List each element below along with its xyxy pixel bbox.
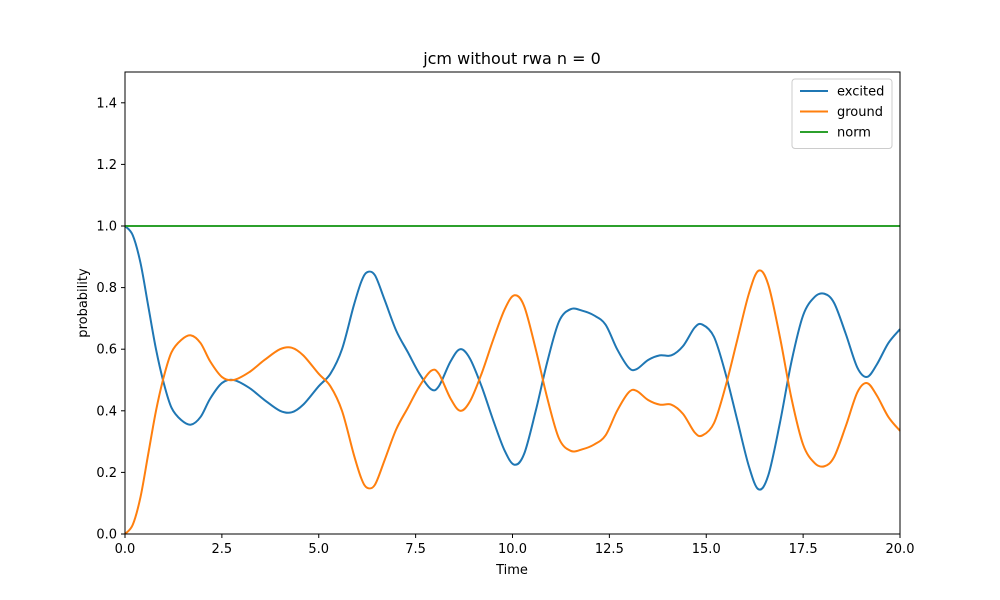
y-tick-label: 0.0 (96, 528, 117, 543)
y-tick-label: 0.6 (96, 343, 117, 358)
x-tick-label: 5.0 (308, 542, 329, 557)
axis-ticks: 0.0 2.5 5.0 7.5 10.0 12.5 15.0 17.5 20.0 0.0 0.2 0.… (96, 96, 914, 557)
x-tick-label: 17.5 (789, 542, 818, 557)
x-tick-label: 15.0 (692, 542, 721, 557)
y-tick-label: 1.4 (96, 96, 117, 111)
x-tick-label: 10.0 (498, 542, 527, 557)
series-line-ground (124, 269, 901, 535)
y-tick-label: 1.2 (96, 158, 117, 173)
y-tick-label: 0.2 (96, 466, 117, 481)
chart-title: jcm without rwa n = 0 (422, 49, 601, 68)
x-tick-label: 0.0 (115, 542, 136, 557)
x-tick-label: 12.5 (595, 542, 624, 557)
y-axis-label: probability (76, 268, 91, 338)
series-lines (124, 225, 901, 535)
legend-label-excited: excited (837, 85, 884, 100)
legend: excited ground norm (791, 78, 893, 149)
x-tick-label: 2.5 (212, 542, 233, 557)
plot-frame (124, 71, 901, 535)
x-axis-label: Time (495, 563, 528, 578)
x-tick-label: 20.0 (886, 542, 915, 557)
y-tick-label: 1.0 (96, 220, 117, 235)
y-tick-label: 0.8 (96, 281, 117, 296)
x-tick-label: 7.5 (405, 542, 426, 557)
legend-label-ground: ground (837, 105, 883, 120)
legend-label-norm: norm (837, 126, 871, 141)
y-tick-label: 0.4 (96, 404, 117, 419)
